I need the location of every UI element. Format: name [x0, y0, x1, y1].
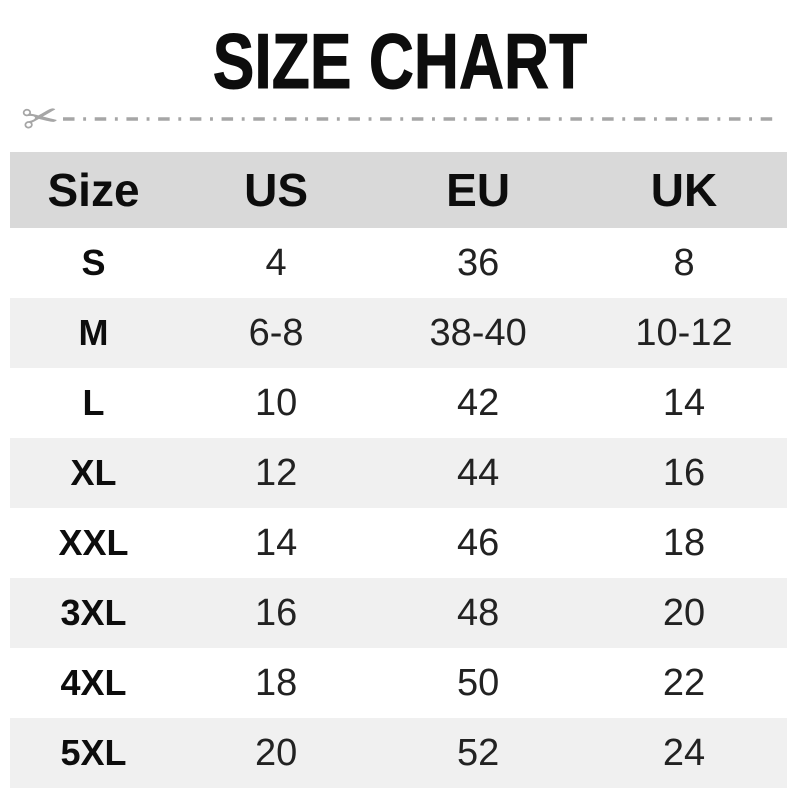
row-size-label: XXL: [58, 522, 129, 563]
table-cell-uk: 16: [662, 452, 706, 494]
table-cell-uk: 22: [662, 662, 706, 704]
row-size-label: XL: [70, 452, 117, 493]
row-size-label: 5XL: [60, 732, 127, 773]
table-cell-eu: 44: [456, 452, 500, 494]
table-cell-eu: 38-40: [429, 312, 527, 354]
row-size-label: 4XL: [60, 662, 127, 703]
column-header-uk: UK: [650, 164, 718, 216]
page-title-text: SIZE CHART: [212, 17, 588, 105]
page-title: SIZE CHART: [0, 17, 800, 105]
table-cell-us: 16: [254, 592, 298, 634]
table-cell-eu: 36: [456, 242, 500, 284]
table-cell-eu: 50: [456, 662, 500, 704]
table-row: M 6-8 38-40 10-12: [10, 298, 787, 368]
row-size-label: S: [81, 242, 106, 283]
table-row: 4XL 18 50 22: [10, 648, 787, 718]
row-size-label: M: [78, 312, 109, 353]
column-header-size: Size: [47, 164, 140, 216]
table-row: S 4 36 8: [10, 228, 787, 298]
table-row: L 10 42 14: [10, 368, 787, 438]
table-body: S 4 36 8 M 6-8 38-40 10-12 L 10 42 14 XL…: [10, 228, 787, 788]
table-cell-uk: 20: [662, 592, 706, 634]
table-row: XXL 14 46 18: [10, 508, 787, 578]
column-header-us: US: [244, 164, 309, 216]
table-cell-uk: 10-12: [635, 312, 733, 354]
table-cell-us: 18: [254, 662, 298, 704]
size-chart-table: Size US EU UK S 4 36 8 M 6-8 38-40 10-12…: [10, 152, 787, 788]
table-cell-us: 14: [254, 522, 298, 564]
table-cell-uk: 14: [662, 382, 706, 424]
cut-line: ✂: [18, 90, 774, 147]
dashed-cut-line: [62, 117, 774, 121]
row-size-label: 3XL: [60, 592, 127, 633]
table-cell-us: 6-8: [248, 312, 304, 354]
table-cell-eu: 52: [456, 732, 500, 774]
table-cell-uk: 8: [673, 242, 695, 284]
table-cell-eu: 46: [456, 522, 500, 564]
scissors-icon: ✂: [18, 90, 63, 147]
table-row: 5XL 20 52 24: [10, 718, 787, 788]
table-cell-eu: 42: [456, 382, 500, 424]
table-row: 3XL 16 48 20: [10, 578, 787, 648]
table-cell-uk: 18: [662, 522, 706, 564]
row-size-label: L: [82, 382, 105, 423]
table-cell-us: 4: [265, 242, 287, 284]
column-header-eu: EU: [446, 164, 511, 216]
table-header-row: Size US EU UK: [10, 152, 787, 228]
table-cell-us: 10: [254, 382, 298, 424]
table-cell-uk: 24: [662, 732, 706, 774]
table-cell-us: 20: [254, 732, 298, 774]
table-row: XL 12 44 16: [10, 438, 787, 508]
table-cell-eu: 48: [456, 592, 500, 634]
table-cell-us: 12: [254, 452, 298, 494]
